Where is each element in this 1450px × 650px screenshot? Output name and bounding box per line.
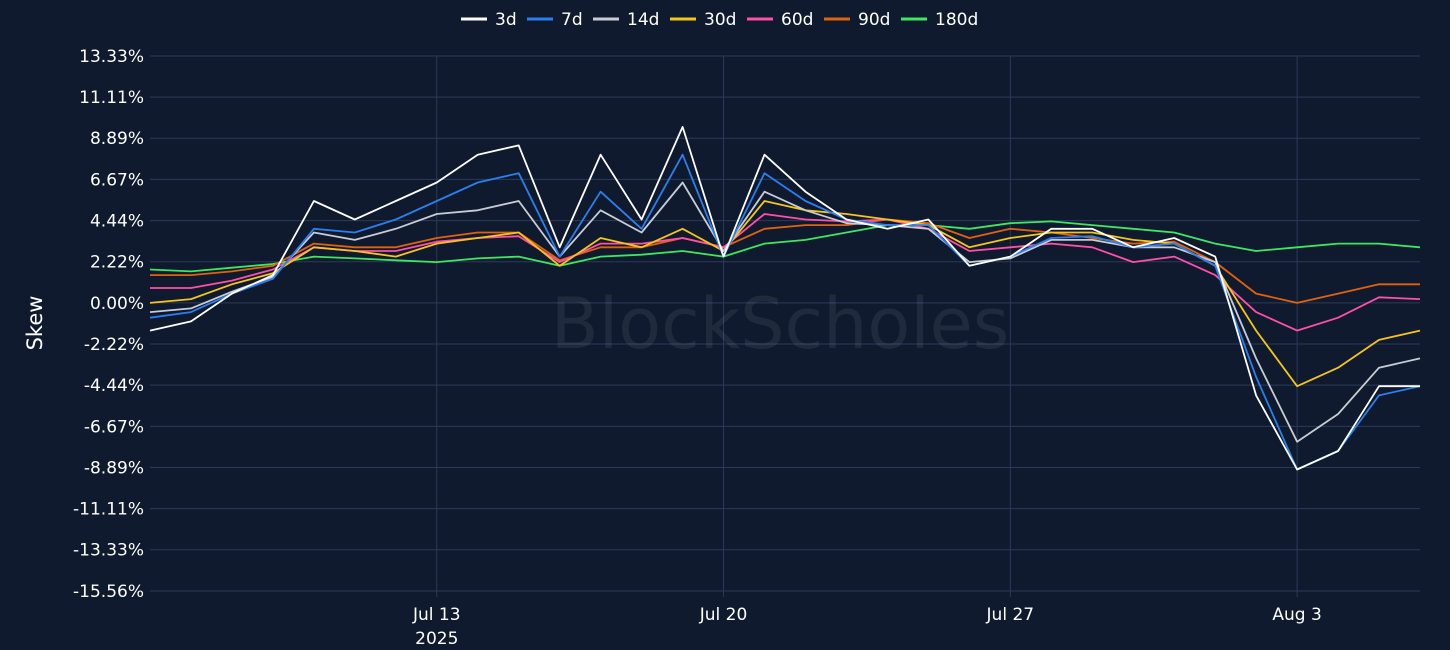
legend-label: 14d <box>627 10 659 30</box>
y-tick-label: 4.44% <box>90 212 144 232</box>
x-tick-label: Jul 20 <box>699 605 748 625</box>
watermark-text: BlockScholes <box>551 283 1009 365</box>
series-line-3d <box>149 126 1420 471</box>
legend-label: 60d <box>781 10 813 30</box>
y-tick-label: -2.22% <box>84 335 144 355</box>
series-line-14d <box>149 181 1421 443</box>
y-tick-label: 2.22% <box>90 253 144 273</box>
legend-item-14d[interactable]: 14d <box>593 10 659 30</box>
y-tick-label: 13.33% <box>79 47 144 67</box>
legend: 3d 7d 14d 30d 60d 90d 180d <box>461 10 978 30</box>
legend-label: 3d <box>495 10 517 30</box>
x-tick-label: Aug 3 <box>1272 605 1321 625</box>
legend-label: 90d <box>858 10 890 30</box>
y-tick-label: 0.00% <box>90 294 144 314</box>
y-tick-label: -15.56% <box>73 582 144 602</box>
series-layer <box>149 126 1421 471</box>
x-tick-label: Jul 13 <box>412 605 461 625</box>
y-tick-label: 6.67% <box>90 170 144 190</box>
y-tick-label: 8.89% <box>90 129 144 149</box>
legend-item-3d[interactable]: 3d <box>461 10 517 30</box>
y-tick-label: -4.44% <box>84 376 144 396</box>
x-axis: Jul 13 2025 Jul 20 Jul 27 Aug 3 <box>150 590 1420 649</box>
y-tick-label: -13.33% <box>73 541 144 561</box>
y-axis-title: Skew <box>23 296 47 351</box>
y-tick-label: -11.11% <box>73 500 144 520</box>
legend-label: 180d <box>935 10 978 30</box>
legend-item-30d[interactable]: 30d <box>670 10 736 30</box>
y-axis: 13.33% 11.11% 8.89% 6.67% 4.44% 2.22% 0.00% -2.… <box>73 47 144 602</box>
legend-item-60d[interactable]: 60d <box>747 10 813 30</box>
y-tick-label: 11.11% <box>79 88 144 108</box>
legend-label: 7d <box>561 10 583 30</box>
legend-item-90d[interactable]: 90d <box>824 10 890 30</box>
legend-item-180d[interactable]: 180d <box>901 10 978 30</box>
legend-label: 30d <box>704 10 736 30</box>
x-tick-label: Jul 27 <box>986 605 1035 625</box>
y-tick-label: -8.89% <box>84 458 144 478</box>
y-tick-label: -6.67% <box>84 417 144 437</box>
series-line-60d <box>150 213 1421 332</box>
series-line-180d <box>149 220 1421 273</box>
series-line-7d <box>149 153 1421 471</box>
x-tick-year-label: 2025 <box>415 629 458 649</box>
legend-item-7d[interactable]: 7d <box>527 10 583 30</box>
